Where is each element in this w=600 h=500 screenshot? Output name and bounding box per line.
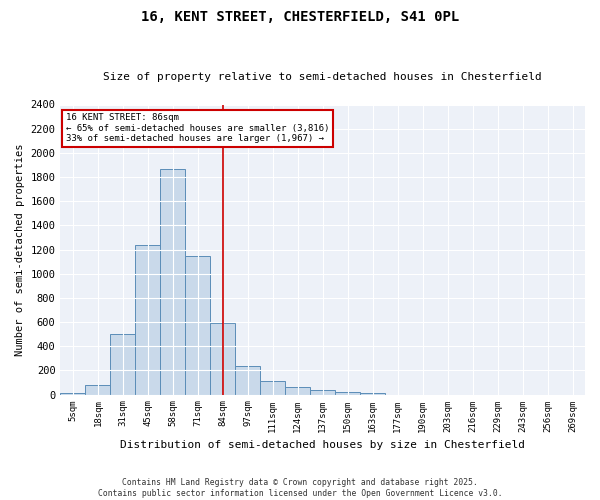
Bar bbox=[235, 366, 260, 394]
Bar bbox=[85, 385, 110, 394]
Text: 16, KENT STREET, CHESTERFIELD, S41 0PL: 16, KENT STREET, CHESTERFIELD, S41 0PL bbox=[141, 10, 459, 24]
Bar bbox=[136, 244, 160, 394]
X-axis label: Distribution of semi-detached houses by size in Chesterfield: Distribution of semi-detached houses by … bbox=[120, 440, 525, 450]
Bar bbox=[185, 256, 210, 394]
Bar bbox=[310, 390, 335, 394]
Bar bbox=[335, 392, 360, 394]
Bar bbox=[285, 388, 310, 394]
Title: Size of property relative to semi-detached houses in Chesterfield: Size of property relative to semi-detach… bbox=[103, 72, 542, 82]
Bar bbox=[210, 324, 235, 394]
Bar bbox=[61, 392, 85, 394]
Text: 16 KENT STREET: 86sqm
← 65% of semi-detached houses are smaller (3,816)
33% of s: 16 KENT STREET: 86sqm ← 65% of semi-deta… bbox=[65, 113, 329, 143]
Text: Contains HM Land Registry data © Crown copyright and database right 2025.
Contai: Contains HM Land Registry data © Crown c… bbox=[98, 478, 502, 498]
Bar bbox=[110, 334, 136, 394]
Bar bbox=[260, 382, 285, 394]
Bar bbox=[160, 168, 185, 394]
Y-axis label: Number of semi-detached properties: Number of semi-detached properties bbox=[15, 144, 25, 356]
